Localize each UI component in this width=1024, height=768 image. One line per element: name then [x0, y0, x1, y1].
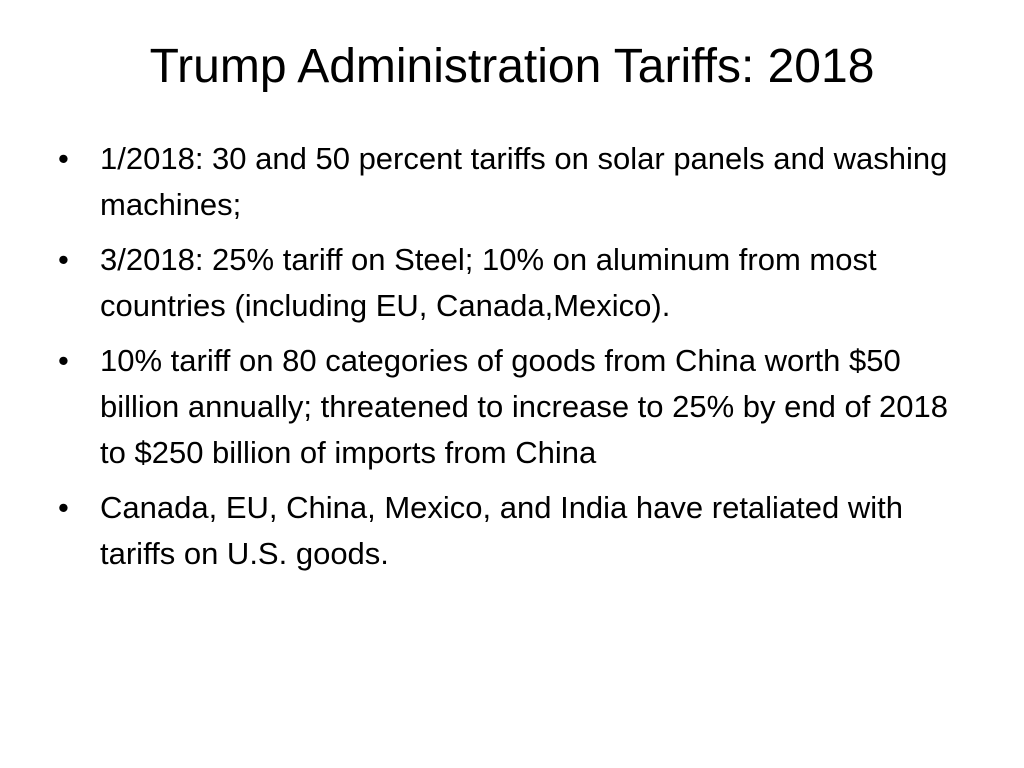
bullet-text: 1/2018: 30 and 50 percent tariffs on sol… [100, 141, 948, 222]
bullet-marker: • [58, 141, 69, 176]
bullet-marker: • [58, 242, 69, 277]
bullet-text: 3/2018: 25% tariff on Steel; 10% on alum… [100, 242, 877, 323]
bullet-item-retaliation: • Canada, EU, China, Mexico, and India h… [56, 485, 956, 577]
bullet-marker: • [58, 490, 69, 525]
bullet-text: 10% tariff on 80 categories of goods fro… [100, 343, 948, 470]
bullet-list: • 1/2018: 30 and 50 percent tariffs on s… [56, 136, 956, 586]
bullet-item-steel-aluminum: • 3/2018: 25% tariff on Steel; 10% on al… [56, 237, 956, 329]
bullet-marker: • [58, 343, 69, 378]
bullet-item-china-goods: • 10% tariff on 80 categories of goods f… [56, 338, 956, 476]
bullet-text: Canada, EU, China, Mexico, and India hav… [100, 490, 904, 571]
slide-title: Trump Administration Tariffs: 2018 [149, 40, 875, 93]
bullet-item-solar-washing: • 1/2018: 30 and 50 percent tariffs on s… [56, 136, 956, 228]
